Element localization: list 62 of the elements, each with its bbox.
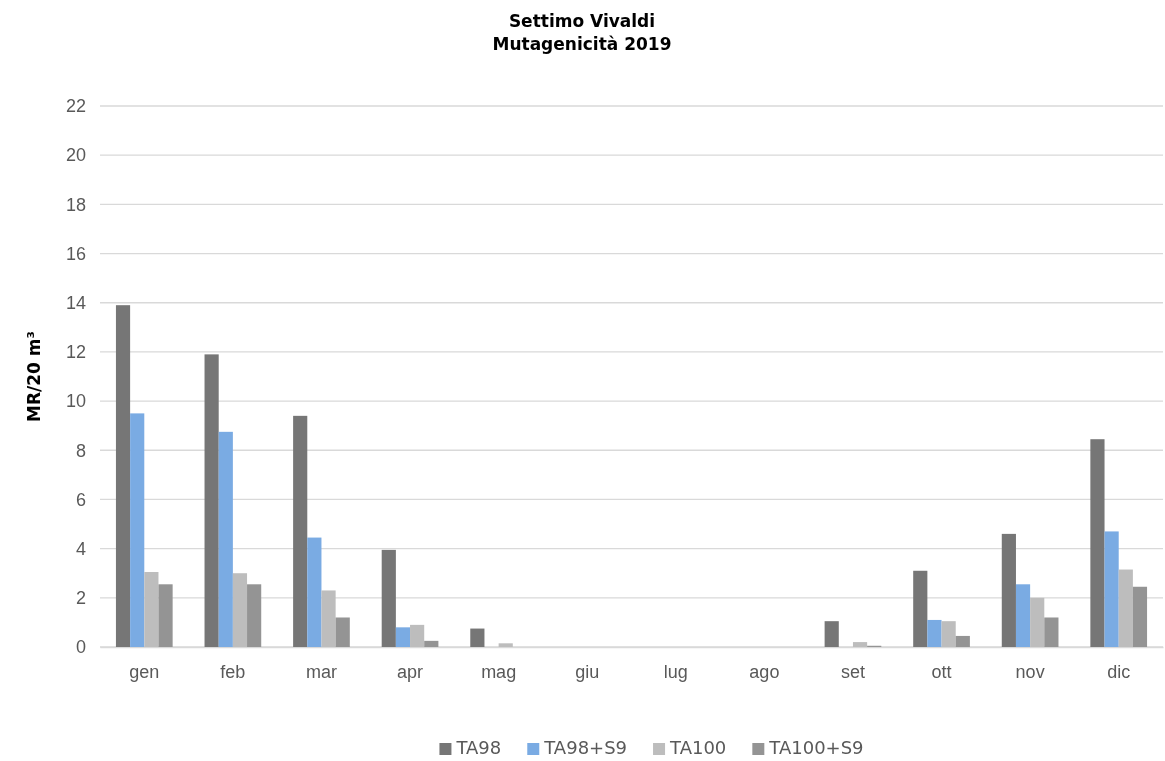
bar <box>941 621 956 647</box>
bar <box>1090 439 1105 647</box>
bar <box>852 642 868 647</box>
y-tick-label: 10 <box>65 391 86 412</box>
x-tick-label: ott <box>931 661 952 682</box>
bar <box>1118 569 1133 647</box>
y-tick-label: 8 <box>75 440 86 461</box>
x-tick-label: mar <box>305 661 337 682</box>
bar <box>307 537 322 647</box>
y-tick-label: 2 <box>75 588 86 609</box>
legend-label: TA98 <box>455 737 502 758</box>
bar <box>470 628 485 647</box>
x-tick-label: feb <box>220 661 246 682</box>
bar <box>381 549 396 647</box>
x-tick-label: mag <box>481 661 517 682</box>
bar <box>1015 584 1031 647</box>
x-tick-label: lug <box>663 661 688 682</box>
y-tick-label: 4 <box>75 538 86 559</box>
x-tick-label: apr <box>397 661 424 682</box>
x-tick-label: dic <box>1107 661 1131 682</box>
y-tick-label: 6 <box>75 489 86 510</box>
bar <box>293 415 308 647</box>
chart-title: Settimo Vivaldi Mutagenicità 2019 <box>492 11 672 54</box>
bar <box>130 413 145 647</box>
bar <box>424 640 439 647</box>
x-tick-label: gen <box>129 661 160 682</box>
bar <box>158 584 173 647</box>
bar <box>144 572 159 647</box>
y-tick-label: 16 <box>65 243 86 264</box>
bar <box>498 643 513 647</box>
bar <box>247 584 262 647</box>
legend-label: TA100 <box>669 737 727 758</box>
x-tick-label: giu <box>575 661 600 682</box>
bar <box>1132 586 1148 647</box>
legend-label: TA98+S9 <box>543 737 628 758</box>
y-tick-label: 22 <box>65 96 86 117</box>
y-tick-label: 0 <box>75 637 86 658</box>
bar <box>1044 617 1059 647</box>
bar <box>335 617 350 647</box>
bar <box>410 624 425 647</box>
bar <box>115 305 131 647</box>
y-tick-label: 12 <box>65 342 86 363</box>
bar <box>1001 533 1016 647</box>
bar <box>1030 597 1045 647</box>
bar <box>321 590 336 647</box>
y-axis-title: MR/20 m³ <box>24 331 44 422</box>
bar <box>824 621 839 647</box>
x-tick-label: ago <box>749 661 780 682</box>
bar <box>955 635 970 647</box>
y-tick-label: 18 <box>65 194 86 215</box>
bar <box>232 573 248 647</box>
x-tick-label: nov <box>1015 661 1045 682</box>
y-tick-label: 20 <box>65 145 86 166</box>
bar <box>927 619 942 647</box>
bar <box>913 570 928 647</box>
legend-label: TA100+S9 <box>768 737 864 758</box>
bar <box>204 354 219 647</box>
x-tick-label: set <box>840 661 865 682</box>
y-tick-label: 14 <box>65 292 86 313</box>
bar <box>1104 531 1119 647</box>
bar <box>218 431 233 647</box>
bar <box>395 627 411 647</box>
